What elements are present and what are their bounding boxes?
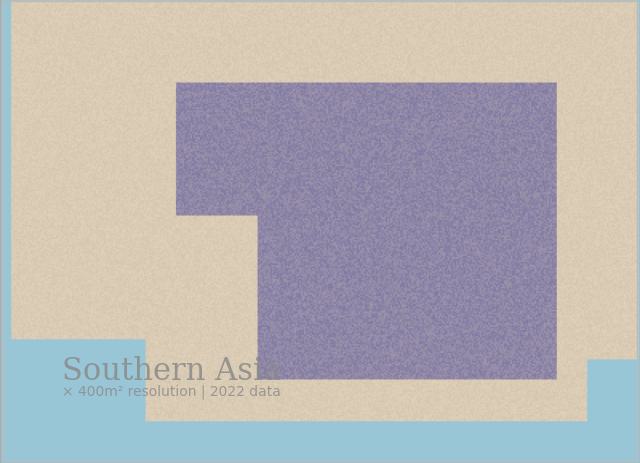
- Text: Southern Asia: Southern Asia: [62, 355, 281, 386]
- Text: × 400m² resolution | 2022 data: × 400m² resolution | 2022 data: [62, 384, 281, 398]
